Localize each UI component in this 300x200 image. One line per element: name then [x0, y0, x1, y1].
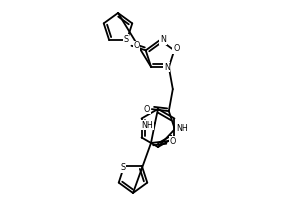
Text: S: S [123, 35, 128, 44]
Text: O: O [173, 44, 179, 53]
Text: O: O [133, 41, 140, 50]
Text: NH: NH [141, 120, 153, 130]
Text: O: O [144, 105, 150, 114]
Text: S: S [121, 163, 126, 172]
Text: N: N [164, 63, 170, 72]
Text: NH: NH [176, 124, 188, 133]
Text: O: O [170, 136, 176, 146]
Text: N: N [160, 36, 166, 45]
